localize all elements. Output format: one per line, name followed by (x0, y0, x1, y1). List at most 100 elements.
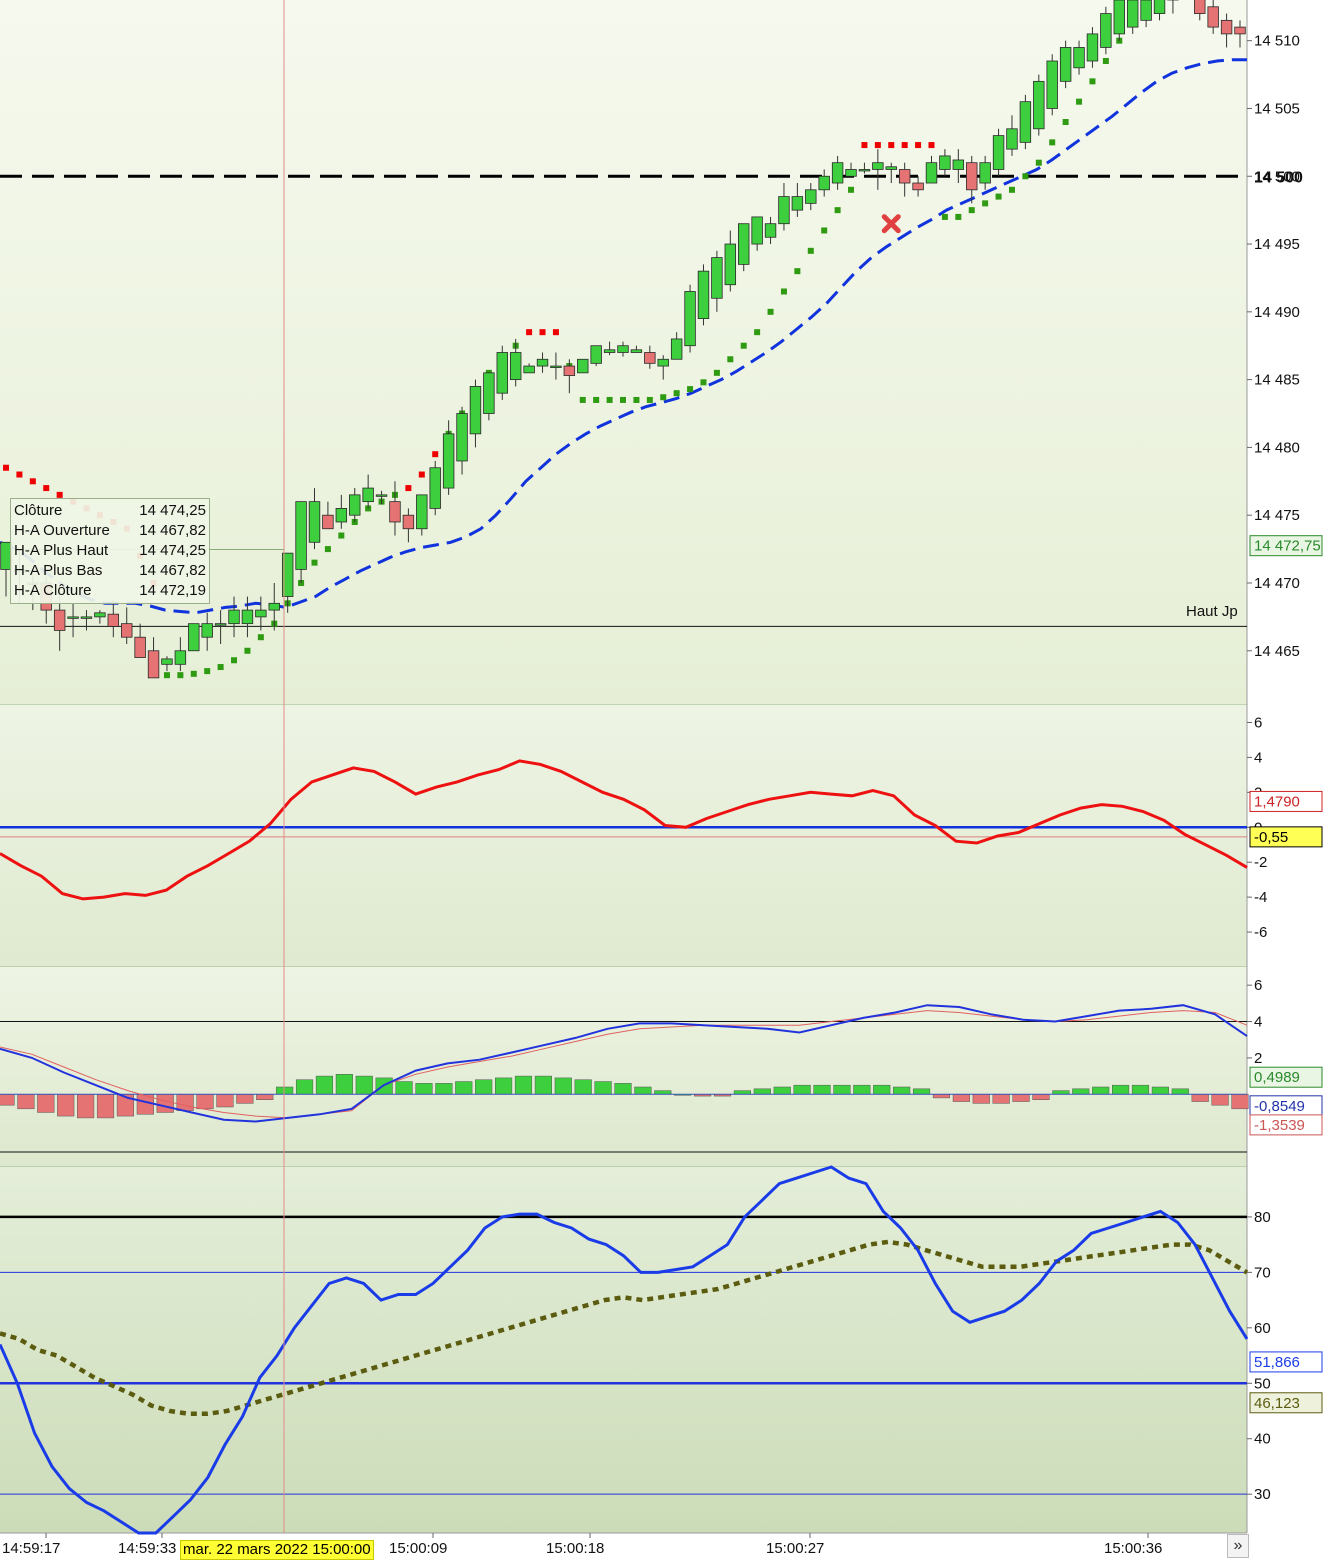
sar-dot (941, 213, 948, 220)
macd-histogram-bar (614, 1083, 632, 1095)
candle-body (603, 349, 616, 353)
candle-body (214, 623, 227, 626)
oscillator-level-tag: -0,55 (1254, 829, 1288, 846)
macd-histogram-bar (893, 1086, 911, 1095)
candle-body (711, 257, 723, 299)
price-tick-label: 14 505 (1254, 100, 1300, 117)
sar-dot (1008, 186, 1015, 193)
sell-marker-icon (881, 214, 901, 234)
candle-body (241, 609, 254, 625)
candle-body (697, 270, 710, 320)
candle-body (791, 196, 804, 211)
macd-line (0, 1004, 1248, 1123)
oscillator-tick-label: -2 (1254, 854, 1267, 871)
tooltip-value: 14 467,82 (139, 562, 206, 579)
candle-body (617, 345, 629, 353)
sar-dot (1062, 119, 1069, 126)
macd-histogram-bar (793, 1084, 811, 1095)
candle-body (939, 155, 951, 170)
macd-histogram-bar (554, 1077, 572, 1095)
sar-dot (727, 356, 734, 363)
macd-signal-tag: -1,3539 (1254, 1117, 1305, 1134)
haut-jp-label: Haut Jp (1186, 603, 1238, 620)
macd-histogram-bar (0, 1094, 15, 1106)
sar-dot (767, 308, 774, 315)
candle-body (630, 349, 643, 353)
tooltip-label: H-A Ouverture (14, 522, 110, 539)
macd-histogram-bar (932, 1094, 951, 1099)
macd-histogram-bar (853, 1084, 871, 1095)
sar-dot (1035, 159, 1042, 166)
candle-body (684, 291, 696, 347)
candle-body (161, 658, 173, 665)
candle-body (550, 365, 562, 368)
candle-body (778, 196, 790, 225)
macd-histogram-bar (37, 1094, 55, 1113)
sar-dot (834, 207, 841, 214)
macd-line-tag: -0,8549 (1254, 1098, 1305, 1115)
candle-body (456, 413, 468, 462)
sar-dot (338, 532, 345, 539)
sar-dot (968, 207, 975, 214)
sar-dot (539, 329, 546, 336)
candle-body (858, 169, 871, 172)
candle-body (657, 358, 669, 367)
macd-histogram-bar (1072, 1088, 1090, 1095)
tooltip-label: Clôture (14, 502, 63, 519)
macd-histogram-bar (594, 1081, 612, 1095)
sar-dot (955, 213, 962, 220)
candle-body (134, 636, 146, 658)
macd-histogram-bar (17, 1094, 35, 1110)
candle-body (563, 365, 576, 376)
sar-dot (821, 227, 828, 234)
macd-histogram-bar (335, 1074, 353, 1095)
sar-dot (633, 396, 640, 403)
x-tick-label: 15:00:18 (546, 1540, 604, 1557)
tooltip-value: 14 467,82 (139, 522, 206, 539)
sar-dot (217, 664, 224, 671)
candle-body (536, 358, 549, 367)
sar-dot (579, 396, 586, 403)
sar-dot (43, 485, 50, 492)
sar-dot (606, 396, 613, 403)
candle-body (912, 182, 924, 191)
candle-body (308, 501, 321, 543)
stochastic-slow-line (0, 1239, 1249, 1417)
sar-dot (29, 478, 36, 485)
macd-histogram-bar (236, 1094, 254, 1104)
stochastic-slow-tag: 46,123 (1254, 1395, 1300, 1412)
sar-dot (16, 471, 23, 478)
macd-histogram-bar (753, 1088, 771, 1095)
candle-body (764, 223, 777, 238)
sar-dot (1022, 173, 1029, 180)
sar-dot (861, 142, 868, 149)
macd-histogram-bar (833, 1084, 851, 1095)
oscillator-tick-label: -6 (1254, 924, 1267, 941)
candle-body (509, 352, 522, 381)
scroll-right-button[interactable]: » (1227, 1534, 1249, 1558)
candle-body (845, 169, 857, 177)
sar-dot (244, 647, 251, 654)
oscillator-line (0, 759, 1248, 901)
macd-histogram-bar (435, 1083, 453, 1095)
crosshair-date-label: mar. 22 mars 2022 15:00:00 (180, 1540, 374, 1560)
sar-dot (552, 329, 559, 336)
macd-tick-label: 6 (1254, 977, 1262, 994)
stochastic-tick-label: 70 (1254, 1264, 1271, 1281)
x-tick-label: 15:00:09 (389, 1540, 447, 1557)
macd-histogram-bar (1052, 1090, 1070, 1095)
macd-histogram-bar (256, 1094, 274, 1100)
macd-histogram-bar (1151, 1086, 1169, 1095)
macd-histogram-bar (455, 1081, 473, 1095)
macd-hist-tag: 0,4989 (1254, 1069, 1300, 1086)
x-tick-label: 14:59:33 (118, 1540, 176, 1557)
candle-body (523, 365, 535, 374)
macd-histogram-bar (873, 1084, 891, 1095)
candle-body (483, 372, 495, 414)
candle-body (174, 650, 187, 665)
tooltip-label: H-A Plus Bas (14, 562, 103, 579)
sar-dot (754, 329, 761, 336)
price-tick-label: 14 470 (1254, 575, 1300, 592)
candle-body (201, 623, 213, 638)
